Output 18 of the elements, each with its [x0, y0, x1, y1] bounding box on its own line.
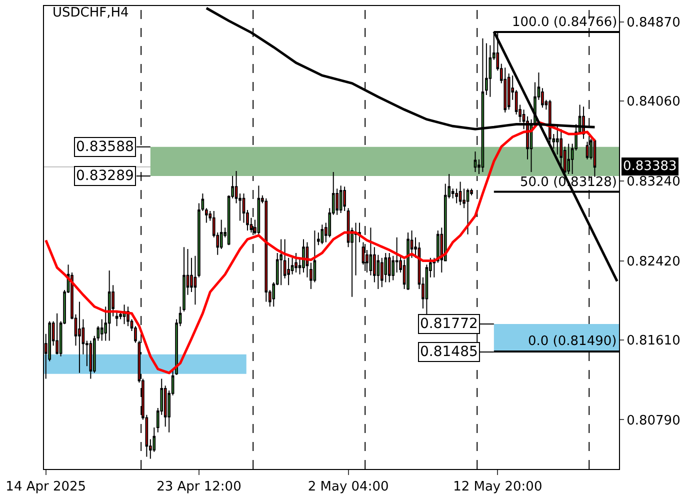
ref-line-label: 0.83383	[623, 159, 677, 174]
x-tick-label: 14 Apr 2025	[6, 480, 86, 495]
y-tick-label: 0.84870	[626, 15, 680, 30]
x-tick-label: 2 May 04:00	[308, 480, 389, 495]
ref-line-label: 100.0 (0.84766)	[512, 15, 618, 30]
y-tick-label: 0.82420	[626, 254, 680, 270]
y-tick-label: 0.83240	[626, 174, 680, 190]
annotation: 0.83588	[76, 139, 134, 155]
chart-title: USDCHF,H4	[52, 6, 129, 21]
y-tick-label: 0.81610	[626, 333, 680, 348]
annotation: 0.81485	[420, 344, 478, 360]
x-tick-label: 12 May 20:00	[453, 480, 542, 495]
annotation: 0.81772	[420, 316, 478, 332]
y-tick-label: 0.80790	[626, 413, 680, 428]
ref-line-label: 0.0 (0.81490)	[528, 334, 617, 349]
x-tick-label: 23 Apr 12:00	[156, 480, 242, 495]
annotation: 0.83289	[76, 168, 134, 184]
y-tick-label: 0.84060	[626, 94, 680, 110]
